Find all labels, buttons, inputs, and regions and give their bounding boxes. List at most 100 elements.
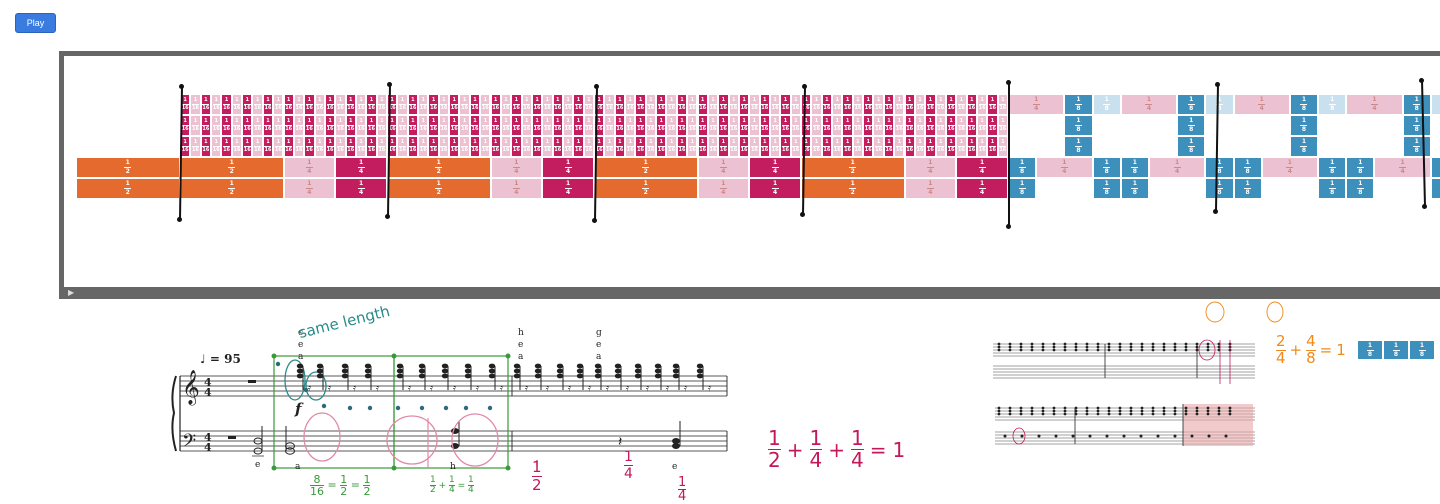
note-label-a: a bbox=[518, 352, 524, 362]
sixteenth-note-block: 1 16 bbox=[676, 115, 688, 136]
score-thumbnails bbox=[985, 300, 1285, 501]
sixteenth-note-block: 1 16 bbox=[242, 136, 253, 157]
sixteenth-note-block: 1 16 bbox=[718, 115, 729, 136]
sixteenth-note-block: 1 16 bbox=[894, 94, 905, 115]
sixteenth-note-block: 1 16 bbox=[200, 94, 212, 115]
sixteenth-note-block: 1 16 bbox=[438, 115, 450, 136]
sixteenth-note-block: 1 16 bbox=[707, 136, 719, 157]
sixteenth-note-block: 1 16 bbox=[645, 94, 657, 115]
barline-endpoint bbox=[800, 212, 805, 217]
sixteenth-note-block: 1 16 bbox=[914, 115, 926, 136]
sixteenth-note-block: 1 16 bbox=[304, 136, 315, 157]
sixteenth-note-block: 1 16 bbox=[211, 136, 222, 157]
sixteenth-note-block: 1 16 bbox=[945, 136, 957, 157]
sixteenth-note-block: 1 16 bbox=[707, 94, 719, 115]
sixteenth-note-block: 1 16 bbox=[397, 136, 408, 157]
treble-clef: 𝄞 bbox=[182, 370, 200, 406]
sixteenth-note-block: 1 16 bbox=[728, 136, 739, 157]
barline-endpoint bbox=[1213, 209, 1218, 214]
sixteenth-note-block: 1 16 bbox=[283, 94, 294, 115]
sixteenth-note-block: 1 16 bbox=[500, 115, 512, 136]
sixteenth-note-block: 1 16 bbox=[801, 115, 812, 136]
play-button[interactable]: Play bbox=[15, 13, 56, 33]
sixteenth-note-block: 1 16 bbox=[780, 94, 791, 115]
sixteenth-note-block: 1 16 bbox=[469, 115, 481, 136]
sixteenth-note-block: 1 16 bbox=[883, 94, 895, 115]
sixteenth-note-block: 1 16 bbox=[925, 136, 936, 157]
svg-text:𝄿: 𝄿 bbox=[626, 383, 629, 394]
svg-text:4: 4 bbox=[204, 441, 212, 454]
sixteenth-note-block: 1 16 bbox=[366, 136, 377, 157]
sixteenth-note-block: 1 16 bbox=[790, 136, 801, 157]
sixteenth-note-block: 1 16 bbox=[780, 115, 791, 136]
sixteenth-note-block: 1 16 bbox=[904, 94, 915, 115]
sixteenth-note-block: 1 16 bbox=[407, 115, 419, 136]
sixteenth-note-block: 1 16 bbox=[966, 115, 977, 136]
svg-text:4: 4 bbox=[204, 431, 212, 444]
sixteenth-note-block: 1 16 bbox=[355, 94, 367, 115]
sixteenth-note-block: 1 16 bbox=[759, 94, 770, 115]
sixteenth-note-block: 1 16 bbox=[438, 94, 450, 115]
sixteenth-note-block: 1 16 bbox=[273, 94, 284, 115]
svg-text:𝄿: 𝄿 bbox=[430, 383, 433, 394]
sixteenth-note-block: 1 16 bbox=[200, 136, 212, 157]
dynamic-forte: f bbox=[295, 400, 302, 418]
sixteenth-note-block: 1 16 bbox=[645, 136, 657, 157]
sixteenth-note-block: 1 16 bbox=[521, 136, 532, 157]
sixteenth-note-block: 1 16 bbox=[231, 136, 243, 157]
sixteenth-note-block: 1 16 bbox=[314, 136, 325, 157]
sixteenth-note-block: 1 16 bbox=[997, 136, 1008, 157]
sixteenth-note-block: 1 16 bbox=[252, 136, 263, 157]
sixteenth-note-block: 1 16 bbox=[231, 94, 243, 115]
sixteenth-note-block: 1 16 bbox=[542, 136, 553, 157]
sixteenth-note-block: 1 16 bbox=[552, 115, 563, 136]
sixteenth-note-block: 1 16 bbox=[801, 94, 812, 115]
sixteenth-note-block: 1 16 bbox=[604, 136, 615, 157]
sixteenth-note-block: 1 16 bbox=[418, 94, 429, 115]
sixteenth-note-block: 1 16 bbox=[852, 94, 864, 115]
note-label-e: e bbox=[596, 340, 602, 350]
sixteenth-note-block: 1 16 bbox=[935, 136, 946, 157]
sixteenth-note-block: 1 16 bbox=[459, 115, 470, 136]
teal-dots bbox=[275, 361, 493, 411]
sixteenth-note-block: 1 16 bbox=[728, 115, 739, 136]
sixteenth-note-block: 1 16 bbox=[656, 115, 667, 136]
barline-endpoint bbox=[179, 84, 184, 89]
sixteenth-note-block: 1 16 bbox=[666, 115, 677, 136]
sixteenth-note-block: 1 16 bbox=[190, 136, 201, 157]
play-icon[interactable]: ▶ bbox=[68, 288, 75, 297]
sixteenth-note-block: 1 16 bbox=[449, 115, 460, 136]
svg-text:𝄿: 𝄿 bbox=[546, 383, 549, 394]
sixteenth-note-block: 1 16 bbox=[345, 94, 356, 115]
sixteenth-note-block: 1 16 bbox=[293, 136, 305, 157]
sixteenth-note-block: 1 16 bbox=[304, 115, 315, 136]
sixteenth-note-block: 1 16 bbox=[956, 136, 967, 157]
svg-text:𝄿: 𝄿 bbox=[476, 383, 479, 394]
sixteenth-note-block: 1 16 bbox=[604, 115, 615, 136]
sixteenth-note-block: 1 16 bbox=[769, 115, 781, 136]
sixteenth-note-block: 1 16 bbox=[976, 115, 988, 136]
sixteenth-note-block: 1 16 bbox=[355, 136, 367, 157]
sixteenth-note-block: 1 16 bbox=[821, 136, 833, 157]
sixteenth-note-block: 1 16 bbox=[531, 94, 543, 115]
note-label-a: a bbox=[298, 352, 304, 362]
sixteenth-note-block: 1 16 bbox=[821, 115, 833, 136]
sixteenth-note-block: 1 16 bbox=[697, 94, 708, 115]
sixteenth-note-block: 1 16 bbox=[262, 115, 274, 136]
sixteenth-note-block: 1 16 bbox=[594, 94, 605, 115]
sixteenth-note-block: 1 16 bbox=[459, 94, 470, 115]
note-label-a: a bbox=[295, 462, 301, 472]
